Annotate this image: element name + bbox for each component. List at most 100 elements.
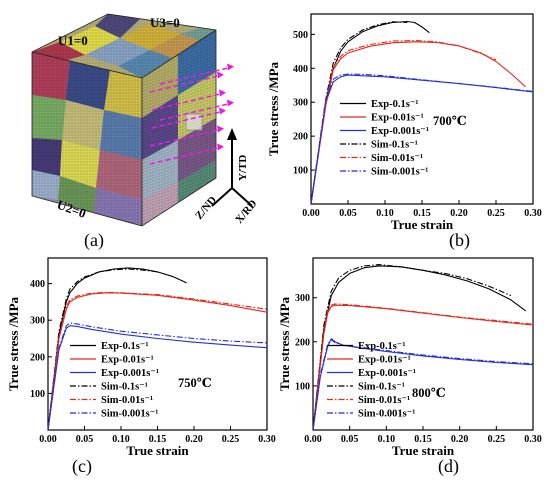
legend-label: Sim-0.1s⁻¹ bbox=[358, 382, 405, 393]
load-arrow bbox=[151, 93, 221, 111]
series-line bbox=[47, 268, 158, 431]
y-tick-label: 100 bbox=[293, 166, 308, 177]
legend-label: Sim-0.001s⁻¹ bbox=[358, 409, 415, 420]
legend-label: Exp-0.001s⁻¹ bbox=[371, 126, 429, 137]
load-arrow bbox=[159, 103, 229, 121]
x-tick-label: 0.00 bbox=[302, 208, 320, 219]
panel-caption: (d) bbox=[438, 456, 459, 477]
legend-label: Exp-0.001s⁻¹ bbox=[101, 368, 159, 379]
axis-label-x-rd: X/RD bbox=[233, 198, 260, 226]
legend-label: Exp-0.001s⁻¹ bbox=[358, 368, 416, 379]
y-tick-label: 300 bbox=[293, 98, 308, 109]
x-tick-label: 0.20 bbox=[451, 434, 469, 445]
x-axis-label: True strain bbox=[392, 443, 455, 458]
series-line bbox=[310, 74, 534, 205]
x-axis-label: True strain bbox=[391, 217, 454, 232]
load-arrowhead bbox=[219, 107, 226, 115]
y-tick-label: 400 bbox=[293, 64, 308, 75]
series-line bbox=[310, 39, 497, 205]
y-tick-label: 100 bbox=[30, 389, 45, 400]
chart-panel-d: 0.00 0.05 0.10 0.15 0.20 0.25 0.30100200300Tru… bbox=[277, 257, 542, 477]
chart-panel-c: 0.00 0.05 0.10 0.15 0.20 0.25 0.30 100 200 300 400… bbox=[6, 257, 276, 477]
panel-caption: (b) bbox=[449, 230, 470, 251]
x-tick-label: 0.10 bbox=[112, 434, 130, 445]
x-tick-label: 0.30 bbox=[258, 434, 276, 445]
x-tick-label: 0.15 bbox=[414, 434, 432, 445]
series-line bbox=[312, 265, 527, 431]
load-arrowhead bbox=[219, 89, 226, 97]
load-arrow bbox=[159, 67, 229, 85]
temperature-label: 700℃ bbox=[433, 114, 467, 128]
load-arrow bbox=[149, 129, 219, 147]
y-axis-label: True stress /MPa bbox=[266, 61, 281, 156]
series-line bbox=[312, 303, 534, 431]
load-arrows bbox=[149, 63, 234, 165]
x-tick-label: 0.25 bbox=[487, 208, 505, 219]
panel-caption: (c) bbox=[72, 456, 92, 477]
temperature-label: 750℃ bbox=[178, 376, 212, 390]
panel-a-rve-model: U1=0 U3=0 U2=0 Y/TD Z/ND X/RD (a) bbox=[31, 13, 260, 251]
series-line bbox=[312, 304, 534, 431]
series-line bbox=[47, 291, 268, 431]
series-line bbox=[312, 264, 512, 431]
series-line bbox=[47, 292, 268, 431]
y-axis-label: True stress /MPa bbox=[6, 296, 21, 391]
legend-label: Sim-0.01s⁻¹ bbox=[371, 153, 423, 164]
x-tick-label: 0.25 bbox=[222, 434, 240, 445]
x-tick-label: 0.00 bbox=[39, 434, 57, 445]
x-tick-label: 0.00 bbox=[304, 434, 322, 445]
panel-a-caption: (a) bbox=[84, 230, 104, 251]
series-line bbox=[47, 325, 268, 431]
x-tick-label: 0.25 bbox=[488, 434, 506, 445]
legend-label: Exp-0.01s⁻¹ bbox=[101, 355, 154, 366]
series-line bbox=[312, 338, 534, 431]
axis-label-z-nd: Z/ND bbox=[193, 194, 219, 222]
chart-panel-b: 0.00 0.05 0.10 0.15 0.20 0.25 0.30 100 200 300 400… bbox=[266, 13, 542, 251]
y-tick-label: 500 bbox=[293, 30, 308, 41]
load-arrowhead bbox=[227, 63, 234, 71]
legend-label: Exp-0.01s⁻¹ bbox=[358, 355, 411, 366]
load-arrow bbox=[149, 75, 219, 93]
cube-front-face bbox=[32, 52, 142, 226]
legend-label: Sim-0.1s⁻¹ bbox=[101, 382, 148, 393]
x-tick-label: 0.05 bbox=[76, 434, 94, 445]
legend-label: Exp-0.01s⁻¹ bbox=[371, 113, 424, 124]
bc-label-u3: U3=0 bbox=[150, 15, 180, 30]
temperature-label: 800℃ bbox=[412, 386, 446, 400]
x-tick-label: 0.30 bbox=[524, 208, 542, 219]
x-axis-label: True strain bbox=[126, 443, 189, 458]
axis-label-y-td: Y/TD bbox=[237, 155, 249, 181]
x-tick-label: 0.20 bbox=[450, 208, 468, 219]
legend-label: Exp-0.1s⁻¹ bbox=[358, 341, 406, 352]
y-tick-label: 200 bbox=[295, 337, 310, 348]
y-tick-label: 300 bbox=[30, 316, 45, 327]
load-arrowhead bbox=[227, 99, 234, 107]
x-tick-label: 0.10 bbox=[376, 208, 394, 219]
x-tick-label: 0.10 bbox=[378, 434, 396, 445]
load-arrow bbox=[149, 147, 219, 165]
series-line bbox=[310, 41, 526, 205]
load-arrowhead bbox=[217, 71, 224, 79]
legend-label: Sim-0.001s⁻¹ bbox=[371, 167, 428, 178]
y-tick-label: 100 bbox=[295, 381, 310, 392]
series-line bbox=[312, 339, 534, 431]
y-axis-label: True stress /MPa bbox=[277, 296, 292, 391]
highlighted-element bbox=[185, 113, 203, 131]
plot-frame bbox=[47, 257, 268, 431]
legend-label: Sim-0.01s⁻¹ bbox=[101, 395, 153, 406]
y-tick-label: 200 bbox=[30, 352, 45, 363]
series-line bbox=[310, 21, 408, 205]
x-tick-label: 0.15 bbox=[413, 208, 431, 219]
load-arrowhead bbox=[217, 143, 224, 151]
x-tick-label: 0.30 bbox=[524, 434, 542, 445]
plot-frame bbox=[312, 257, 534, 431]
series-line bbox=[310, 73, 534, 205]
legend-label: Sim-0.01s⁻¹ bbox=[358, 395, 410, 406]
x-tick-label: 0.15 bbox=[149, 434, 167, 445]
x-tick-label: 0.05 bbox=[339, 208, 357, 219]
legend-label: Sim-0.1s⁻¹ bbox=[371, 140, 418, 151]
x-tick-label: 0.05 bbox=[341, 434, 359, 445]
y-tick-label: 200 bbox=[293, 132, 308, 143]
load-arrowhead bbox=[217, 125, 224, 133]
